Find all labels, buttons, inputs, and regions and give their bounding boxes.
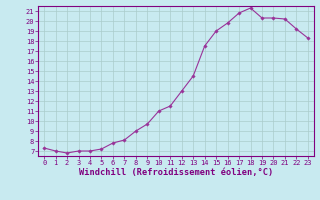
X-axis label: Windchill (Refroidissement éolien,°C): Windchill (Refroidissement éolien,°C) <box>79 168 273 177</box>
